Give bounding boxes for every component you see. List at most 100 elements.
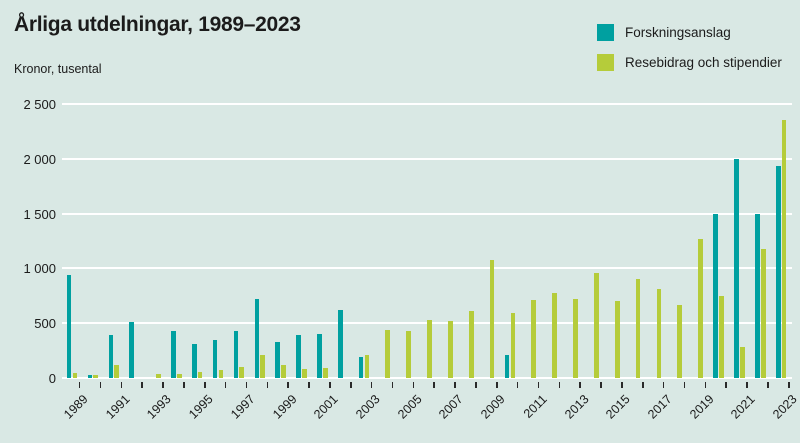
bar-forskningsanslag-1994 — [171, 330, 176, 378]
x-tick — [746, 382, 748, 388]
x-tick — [725, 382, 727, 388]
bar-resebidrag-2016 — [635, 279, 641, 378]
x-tick — [412, 382, 415, 388]
bar-resebidrag-2020 — [719, 295, 724, 378]
legend-swatch-green — [597, 53, 614, 71]
y-tick-label: 2 500 — [23, 97, 56, 112]
bar-resebidrag-2001 — [322, 368, 328, 378]
x-tick — [788, 382, 790, 388]
bar-resebidrag-2019 — [698, 238, 703, 378]
bar-forskningsanslag-1991 — [108, 335, 114, 378]
x-tick — [579, 382, 581, 388]
legend-swatch-teal — [597, 23, 614, 41]
x-tick — [162, 382, 164, 388]
bar-forskningsanslag-1995 — [191, 344, 197, 378]
bar-resebidrag-1995 — [197, 371, 203, 378]
x-tick — [308, 382, 310, 388]
legend-label: Resebidrag och stipendier — [625, 54, 782, 70]
x-tick — [496, 382, 498, 388]
x-tick-label: 1991 — [102, 392, 133, 422]
y-tick-label: 500 — [34, 316, 56, 332]
x-tick-label: 2019 — [686, 392, 717, 422]
bar-forskningsanslag-2003 — [358, 357, 364, 378]
bar-forskningsanslag-2021 — [734, 158, 739, 378]
y-tick-label: 2 000 — [23, 151, 56, 167]
bar-forskningsanslag-1990 — [87, 374, 93, 378]
bar-resebidrag-2011 — [531, 300, 537, 378]
chart-title: Årliga utdelningar, 1989–2023 — [14, 13, 301, 36]
x-tick — [329, 382, 331, 388]
bar-resebidrag-2005 — [406, 330, 411, 378]
x-tick — [287, 382, 289, 388]
bar-forskningsanslag-1998 — [254, 299, 260, 378]
x-tick — [78, 382, 81, 388]
bar-resebidrag-2008 — [468, 310, 474, 378]
bar-resebidrag-2004 — [385, 330, 391, 378]
gridline — [62, 267, 792, 270]
x-tick-label: 2013 — [561, 392, 592, 422]
legend-item-resebidrag: Resebidrag och stipendier — [597, 53, 782, 71]
gridline — [62, 322, 792, 325]
x-tick — [120, 382, 123, 388]
gridline — [62, 103, 792, 105]
x-tick — [642, 382, 644, 388]
x-tick — [767, 382, 769, 388]
x-tick — [370, 382, 373, 388]
bar-resebidrag-2007 — [447, 321, 453, 378]
bar-resebidrag-1997 — [239, 366, 245, 378]
gridline — [62, 377, 792, 379]
bar-resebidrag-2003 — [364, 354, 370, 378]
x-tick-label: 2001 — [311, 392, 342, 422]
x-tick — [537, 382, 540, 388]
x-tick — [224, 382, 227, 388]
x-tick-label: 2015 — [603, 392, 634, 422]
x-tick-label: 1993 — [144, 392, 175, 422]
x-tick-label: 2005 — [394, 392, 425, 422]
x-tick-label: 2021 — [728, 392, 759, 422]
x-tick — [183, 382, 185, 388]
gridline — [62, 157, 792, 160]
x-tick — [433, 382, 435, 388]
x-tick-label: 1999 — [269, 392, 300, 422]
bar-resebidrag-2013 — [573, 298, 578, 378]
x-tick — [391, 382, 394, 388]
bar-resebidrag-1990 — [93, 374, 99, 378]
plot-area — [62, 103, 792, 379]
bar-forskningsanslag-1992 — [129, 322, 135, 378]
bar-forskningsanslag-1996 — [212, 339, 218, 378]
x-tick — [662, 382, 665, 388]
x-tick-label: 2007 — [436, 392, 467, 422]
bar-resebidrag-2012 — [552, 293, 557, 378]
bar-forskningsanslag-2000 — [296, 335, 301, 378]
bar-forskningsanslag-2020 — [713, 213, 719, 378]
x-tick — [558, 382, 561, 388]
bar-forskningsanslag-2022 — [755, 213, 760, 378]
bar-resebidrag-2021 — [739, 347, 745, 378]
x-tick — [141, 382, 143, 388]
bar-forskningsanslag-1997 — [233, 330, 239, 378]
bar-forskningsanslag-2023 — [775, 166, 781, 378]
gridline — [62, 212, 792, 215]
bar-resebidrag-2010 — [510, 313, 516, 378]
x-tick — [350, 382, 352, 388]
x-tick-label: 1995 — [186, 392, 216, 422]
x-tick — [683, 382, 686, 388]
x-tick-label: 2003 — [353, 392, 383, 422]
bar-forskningsanslag-1999 — [275, 341, 281, 378]
bar-resebidrag-2000 — [301, 369, 307, 378]
bar-resebidrag-1996 — [218, 370, 224, 378]
bar-forskningsanslag-2001 — [317, 334, 322, 378]
bar-resebidrag-2022 — [760, 248, 766, 378]
bar-resebidrag-2006 — [427, 320, 432, 378]
legend: Forskningsanslag Resebidrag och stipendi… — [597, 23, 782, 83]
x-tick-label: 2011 — [520, 392, 550, 421]
x-tick — [204, 382, 206, 388]
x-tick — [600, 382, 602, 388]
x-tick-label: 1989 — [61, 392, 91, 422]
x-tick-label: 2017 — [645, 392, 675, 422]
x-tick — [704, 382, 707, 388]
y-tick-label: 1 500 — [23, 206, 56, 222]
x-tick — [454, 382, 456, 388]
y-axis-unit-label: Kronor, tusental — [14, 62, 102, 76]
x-tick — [621, 382, 623, 388]
